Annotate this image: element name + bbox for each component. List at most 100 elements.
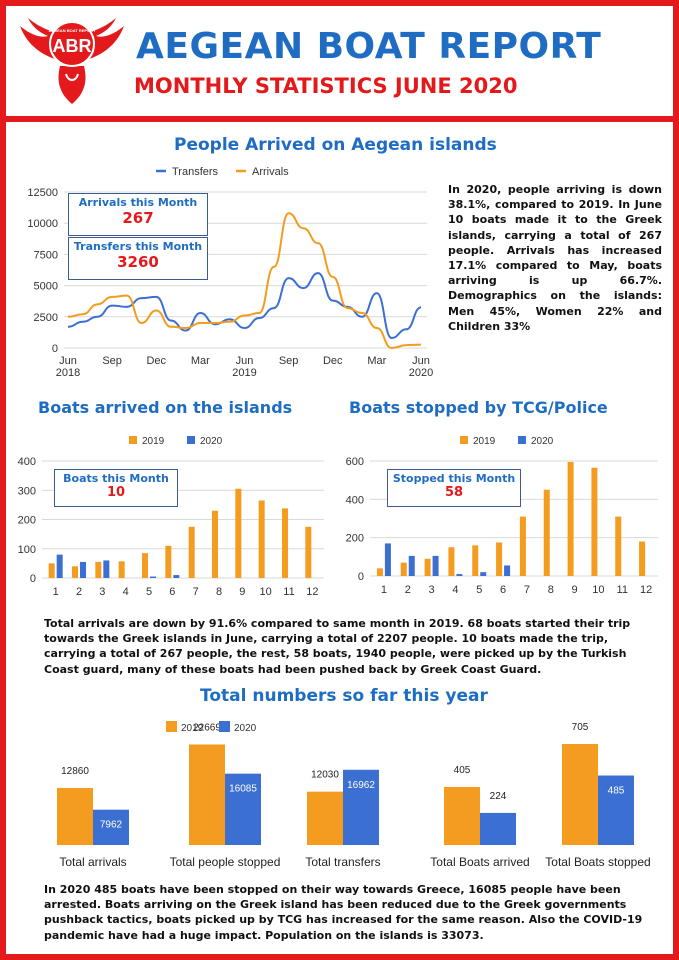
bar-2019 bbox=[189, 744, 225, 845]
y-tick-label: 7500 bbox=[34, 249, 58, 261]
bar-2020 bbox=[93, 809, 129, 845]
legend-label: 2019 bbox=[181, 723, 204, 734]
x-tick-label: Dec bbox=[323, 355, 343, 367]
y-tick-label: 5000 bbox=[34, 281, 58, 293]
bar-2019 bbox=[567, 461, 574, 576]
data-label: 22669 bbox=[193, 722, 221, 733]
bar-2019 bbox=[165, 545, 172, 578]
x-tick-label: Mar bbox=[367, 355, 386, 367]
x-tick-label: 6 bbox=[500, 584, 506, 596]
data-label: 405 bbox=[454, 765, 471, 776]
x-tick-label: 2019 bbox=[232, 367, 256, 379]
bar-2020 bbox=[456, 574, 463, 576]
category-label: Total people stopped bbox=[170, 855, 281, 869]
boats-month-box: Boats this Month 10 bbox=[54, 469, 178, 507]
legend-swatch bbox=[187, 436, 195, 444]
bar-2019 bbox=[519, 516, 526, 576]
legend-label: 2019 bbox=[142, 436, 165, 447]
y-tick-label: 400 bbox=[346, 494, 364, 506]
data-label: 485 bbox=[608, 786, 625, 797]
boats-month-label: Boats this Month bbox=[63, 472, 169, 485]
x-tick-label: Jun bbox=[412, 355, 430, 367]
bar-2019 bbox=[235, 488, 242, 578]
boats-arrived-title: Boats arrived on the islands bbox=[38, 398, 293, 417]
stopped-month-box: Stopped this Month 58 bbox=[387, 469, 521, 507]
bar-2019 bbox=[444, 786, 480, 845]
arrivals-month-value: 267 bbox=[122, 209, 154, 227]
logo-bird-body bbox=[58, 66, 86, 104]
bar-2019 bbox=[543, 489, 550, 576]
bar-2020 bbox=[504, 565, 511, 576]
section1-paragraph: In 2020, people arriving is down 38.1%, … bbox=[448, 183, 662, 333]
bar-2019 bbox=[118, 561, 125, 578]
x-tick-label: 8 bbox=[548, 584, 554, 596]
bar-2019 bbox=[448, 547, 455, 576]
y-tick-label: 300 bbox=[18, 485, 36, 497]
boats-month-value: 10 bbox=[106, 485, 126, 500]
bar-2020 bbox=[480, 572, 487, 576]
x-tick-label: 5 bbox=[476, 584, 482, 596]
legend-label: Transfers bbox=[172, 166, 219, 178]
bar-2020 bbox=[480, 812, 516, 845]
y-tick-label: 400 bbox=[18, 456, 36, 468]
data-label: 12860 bbox=[61, 766, 89, 777]
x-tick-label: 9 bbox=[572, 584, 578, 596]
x-tick-label: Jun bbox=[59, 355, 77, 367]
x-tick-label: 2 bbox=[76, 586, 82, 598]
x-tick-label: 6 bbox=[169, 586, 175, 598]
totals-bar-chart: 12860 7962 Total arrivals 22669 16085 Total p… bbox=[57, 721, 651, 869]
report-title: AEGEAN BOAT REPORT bbox=[136, 26, 602, 67]
x-tick-label: 12 bbox=[306, 586, 318, 598]
bar-2019 bbox=[282, 508, 288, 578]
transfers-month-box: Transfers this Month 3260 bbox=[68, 237, 208, 280]
stopped-month-label: Stopped this Month bbox=[392, 472, 516, 485]
bar-2020 bbox=[598, 775, 634, 845]
x-tick-label: 7 bbox=[193, 586, 199, 598]
data-label: 705 bbox=[572, 722, 589, 733]
data-label: 7962 bbox=[100, 820, 123, 831]
y-tick-label: 2500 bbox=[34, 312, 58, 324]
y-tick-label: 100 bbox=[18, 544, 36, 556]
bar-2019 bbox=[95, 561, 102, 578]
x-tick-label: 11 bbox=[283, 586, 294, 598]
series-line-transfers bbox=[67, 272, 422, 340]
data-label: 224 bbox=[490, 791, 507, 802]
x-tick-label: 2 bbox=[405, 584, 411, 596]
y-tick-label: 0 bbox=[358, 571, 364, 583]
bar-2019 bbox=[400, 562, 407, 576]
bar-2019 bbox=[188, 526, 195, 578]
abr-logo: ABR AEGEAN BOAT REPORT bbox=[20, 18, 124, 104]
legend-label: 2020 bbox=[234, 723, 257, 734]
category-label: Total arrivals bbox=[59, 855, 126, 869]
bar-2019 bbox=[591, 467, 598, 576]
bar-2020 bbox=[408, 555, 415, 576]
y-tick-label: 200 bbox=[346, 533, 364, 545]
bar-2019 bbox=[142, 553, 148, 578]
category-label: Total Boats stopped bbox=[545, 855, 650, 869]
bar-2020 bbox=[103, 560, 110, 578]
bar-2020 bbox=[173, 575, 180, 578]
x-tick-label: 11 bbox=[617, 584, 628, 596]
y-tick-label: 12500 bbox=[27, 187, 58, 199]
category-label: Total Boats arrived bbox=[430, 855, 529, 869]
bar-2020 bbox=[384, 543, 391, 576]
x-tick-label: 5 bbox=[146, 586, 152, 598]
legend-label: 2020 bbox=[531, 436, 554, 447]
bar-2019 bbox=[615, 516, 622, 576]
legend-swatch bbox=[460, 436, 468, 444]
bar-2019 bbox=[258, 500, 265, 578]
bar-2019 bbox=[562, 744, 598, 845]
y-tick-label: 0 bbox=[30, 573, 36, 585]
bar-2019 bbox=[639, 541, 646, 576]
bar-2019 bbox=[305, 526, 312, 578]
x-tick-label: Jun bbox=[236, 355, 254, 367]
section3-paragraph: In 2020 485 boats have been stopped on t… bbox=[44, 883, 643, 942]
x-tick-label: 3 bbox=[99, 586, 105, 598]
section1-title: People Arrived on Aegean islands bbox=[174, 135, 497, 155]
arrivals-month-box: Arrivals this Month 267 bbox=[68, 193, 208, 236]
legend-swatch bbox=[219, 721, 230, 732]
transfers-month-label: Transfers this Month bbox=[73, 240, 203, 253]
y-tick-label: 10000 bbox=[27, 218, 58, 230]
x-tick-label: Mar bbox=[191, 355, 210, 367]
